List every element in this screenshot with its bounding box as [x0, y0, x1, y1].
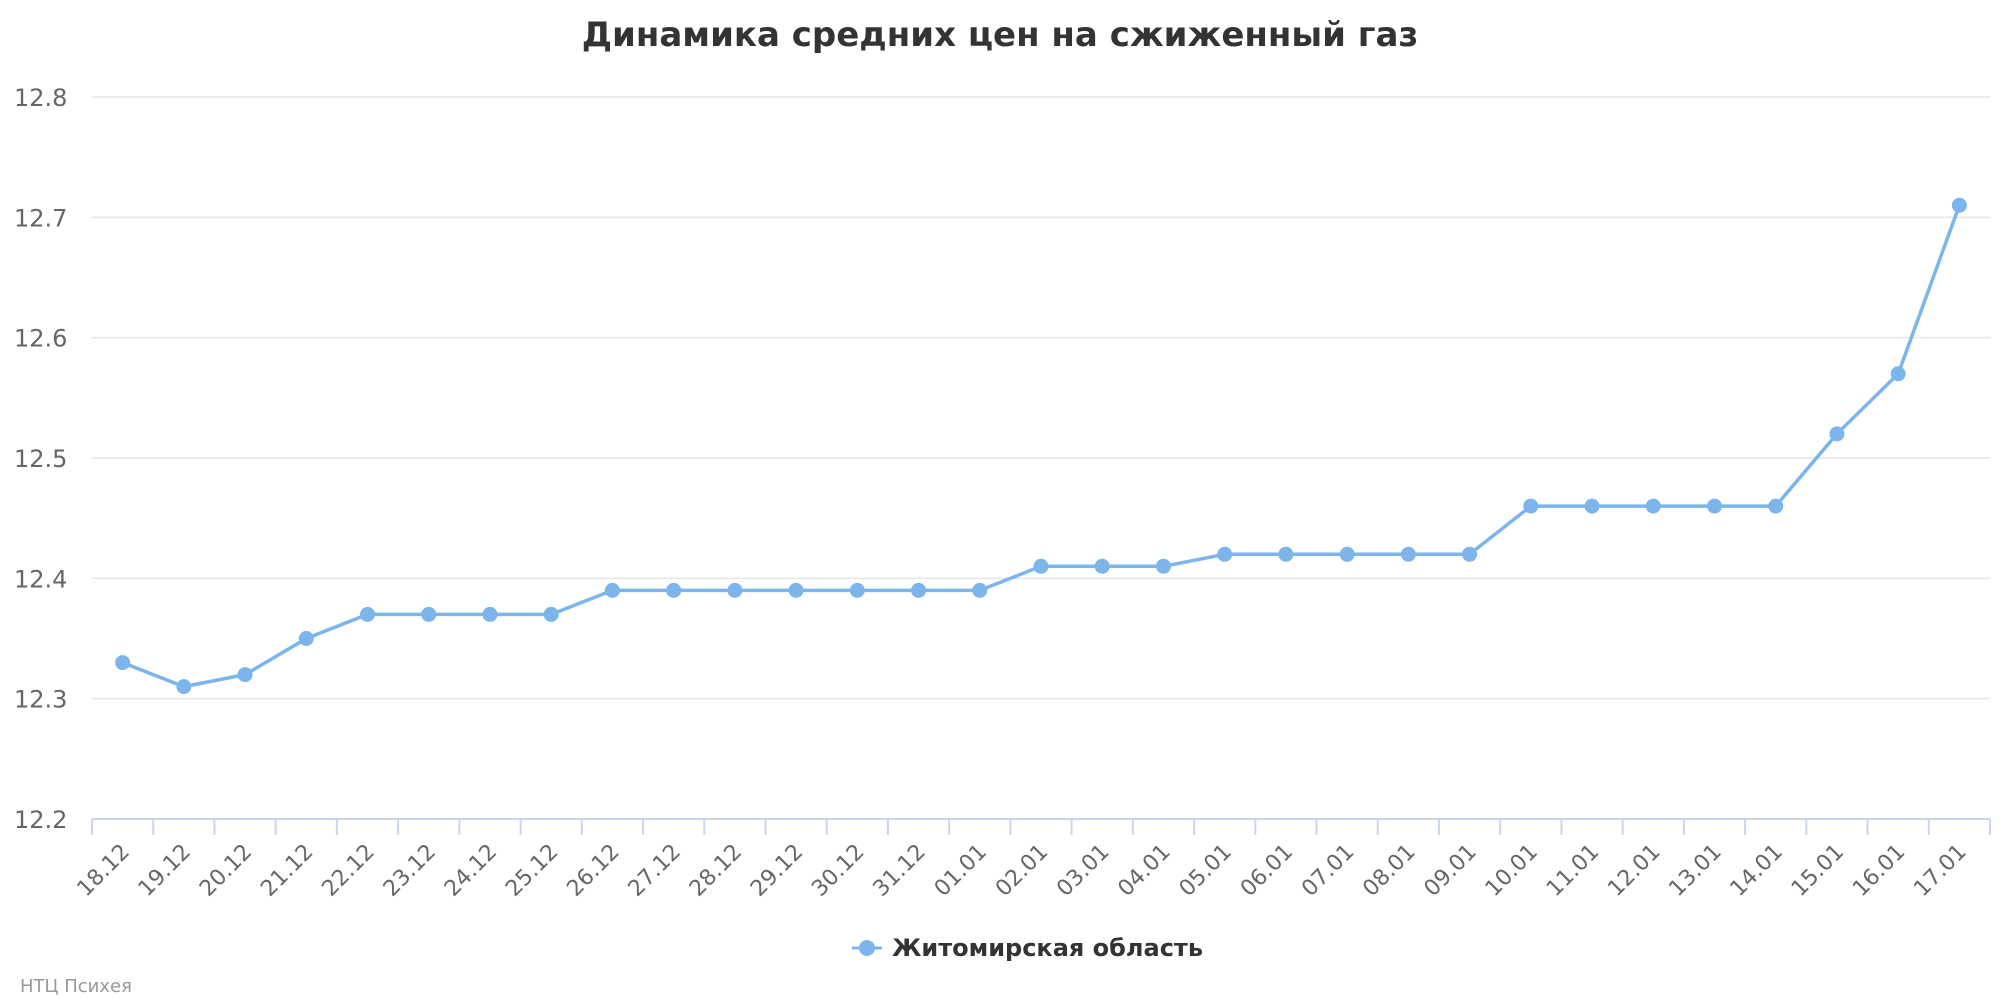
series-layer [115, 197, 1967, 695]
y-tick-label: 12.7 [14, 204, 67, 232]
data-point[interactable] [1890, 366, 1906, 382]
x-tick-label: 15.01 [1787, 840, 1849, 902]
x-tick-label: 18.12 [73, 840, 135, 902]
legend-marker-dot [859, 940, 875, 956]
data-point[interactable] [1033, 558, 1049, 574]
x-tick-label: 09.01 [1420, 840, 1482, 902]
x-tick-label: 11.01 [1542, 840, 1604, 902]
data-point[interactable] [666, 582, 682, 598]
x-tick-label: 23.12 [379, 840, 441, 902]
data-point[interactable] [176, 679, 192, 695]
data-point[interactable] [727, 582, 743, 598]
x-tick-label: 01.01 [930, 840, 992, 902]
x-tick-label: 10.01 [1481, 840, 1543, 902]
x-tick-label: 08.01 [1358, 840, 1420, 902]
x-tick-label: 03.01 [1052, 840, 1114, 902]
data-point[interactable] [1829, 426, 1845, 442]
data-point[interactable] [1706, 498, 1722, 514]
data-point[interactable] [788, 582, 804, 598]
y-axis-tick-labels: 12.8 12.7 12.6 12.5 12.4 12.3 12.2 [14, 84, 67, 834]
y-tick-label: 12.8 [14, 84, 67, 112]
data-point[interactable] [1278, 546, 1294, 562]
chart-title: Динамика средних цен на сжиженный газ [582, 15, 1419, 55]
data-point[interactable] [1339, 546, 1355, 562]
y-tick-label: 12.2 [14, 806, 67, 834]
data-point[interactable] [421, 606, 437, 622]
credits-text[interactable]: НТЦ Психея [20, 976, 132, 997]
data-point[interactable] [911, 582, 927, 598]
data-point[interactable] [360, 606, 376, 622]
y-tick-label: 12.4 [14, 565, 67, 593]
x-tick-label: 17.01 [1909, 840, 1971, 902]
data-point[interactable] [1523, 498, 1539, 514]
x-tick-label: 21.12 [256, 840, 318, 902]
legend-label: Житомирская область [892, 934, 1203, 962]
x-tick-label: 14.01 [1726, 840, 1788, 902]
x-tick-label: 19.12 [134, 840, 196, 902]
x-tick-label: 06.01 [1236, 840, 1298, 902]
data-point[interactable] [1094, 558, 1110, 574]
y-tick-label: 12.3 [14, 686, 67, 714]
x-axis: 18.12 19.12 20.12 21.12 22.12 23.12 24.12 25.12… [73, 818, 1991, 902]
x-tick-label: 13.01 [1665, 840, 1727, 902]
data-point[interactable] [115, 655, 131, 671]
data-point[interactable] [1584, 498, 1600, 514]
data-point[interactable] [1155, 558, 1171, 574]
data-point[interactable] [1645, 498, 1661, 514]
x-tick-label: 27.12 [624, 840, 686, 902]
x-tick-label: 29.12 [746, 840, 808, 902]
x-tick-label: 31.12 [869, 840, 931, 902]
x-tick-label: 04.01 [1113, 840, 1175, 902]
x-tick-label: 12.01 [1603, 840, 1665, 902]
legend[interactable]: Житомирская область [852, 934, 1203, 962]
x-tick-label: 22.12 [318, 840, 380, 902]
x-tick-label: 05.01 [1175, 840, 1237, 902]
data-point[interactable] [1951, 197, 1967, 213]
x-tick-label: 26.12 [562, 840, 624, 902]
data-point[interactable] [972, 582, 988, 598]
grid-lines [92, 96, 1990, 700]
data-point[interactable] [604, 582, 620, 598]
data-point[interactable] [849, 582, 865, 598]
data-point[interactable] [482, 606, 498, 622]
y-tick-label: 12.6 [14, 325, 67, 353]
series-line [120, 203, 1962, 689]
x-tick-label: 30.12 [807, 840, 869, 902]
data-point[interactable] [543, 606, 559, 622]
x-tick-label: 20.12 [195, 840, 257, 902]
data-point[interactable] [1768, 498, 1784, 514]
x-tick-label: 28.12 [685, 840, 747, 902]
x-tick-label: 16.01 [1848, 840, 1910, 902]
data-point[interactable] [1217, 546, 1233, 562]
data-point[interactable] [237, 667, 253, 683]
x-tick-label: 07.01 [1297, 840, 1359, 902]
data-point[interactable] [1400, 546, 1416, 562]
x-tick-label: 25.12 [501, 840, 563, 902]
y-tick-label: 12.5 [14, 445, 67, 473]
data-point[interactable] [1462, 546, 1478, 562]
x-tick-label: 24.12 [440, 840, 502, 902]
x-tick-label: 02.01 [991, 840, 1053, 902]
data-point[interactable] [298, 631, 314, 646]
